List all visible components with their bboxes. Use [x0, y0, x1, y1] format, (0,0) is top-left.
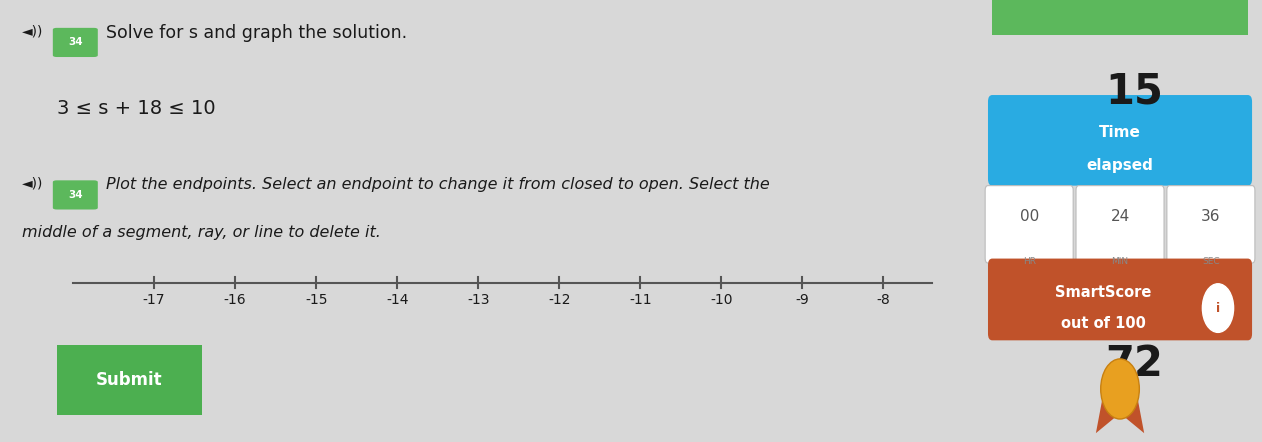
Text: out of 100: out of 100 — [1060, 316, 1146, 331]
Text: Submit: Submit — [96, 371, 163, 389]
Text: SEC: SEC — [1203, 257, 1219, 266]
FancyBboxPatch shape — [49, 341, 209, 419]
FancyBboxPatch shape — [1076, 186, 1164, 263]
Text: Solve for s and graph the solution.: Solve for s and graph the solution. — [106, 24, 406, 42]
FancyBboxPatch shape — [53, 28, 98, 57]
Text: -9: -9 — [795, 293, 809, 307]
FancyBboxPatch shape — [986, 186, 1073, 263]
Text: -16: -16 — [223, 293, 246, 307]
Text: i: i — [1215, 301, 1220, 315]
Text: -11: -11 — [628, 293, 651, 307]
Text: -12: -12 — [548, 293, 570, 307]
Text: 34: 34 — [68, 38, 82, 47]
Circle shape — [1100, 359, 1140, 419]
Text: 15: 15 — [1106, 71, 1164, 113]
Text: -10: -10 — [711, 293, 733, 307]
Text: 24: 24 — [1111, 209, 1129, 224]
Text: Plot the endpoints. Select an endpoint to change it from closed to open. Select : Plot the endpoints. Select an endpoint t… — [106, 177, 770, 192]
FancyBboxPatch shape — [988, 259, 1252, 340]
Text: 72: 72 — [1106, 343, 1164, 385]
Text: ◄)): ◄)) — [21, 177, 43, 191]
Text: Time: Time — [1099, 125, 1141, 140]
Polygon shape — [1095, 396, 1121, 433]
Polygon shape — [1121, 396, 1145, 433]
FancyBboxPatch shape — [1167, 186, 1254, 263]
Text: MIN: MIN — [1112, 257, 1128, 266]
Text: SmartScore: SmartScore — [1055, 285, 1151, 300]
FancyBboxPatch shape — [53, 180, 98, 210]
Circle shape — [1203, 284, 1234, 332]
Text: -15: -15 — [305, 293, 327, 307]
Text: -13: -13 — [467, 293, 490, 307]
FancyBboxPatch shape — [992, 0, 1248, 35]
Text: -14: -14 — [386, 293, 409, 307]
Text: -17: -17 — [143, 293, 165, 307]
Text: 3 ≤ s + 18 ≤ 10: 3 ≤ s + 18 ≤ 10 — [57, 99, 216, 118]
Text: -8: -8 — [877, 293, 890, 307]
Text: 36: 36 — [1201, 209, 1220, 224]
Text: ◄)): ◄)) — [21, 24, 43, 38]
Text: 34: 34 — [68, 190, 82, 200]
Text: elapsed: elapsed — [1087, 158, 1153, 173]
FancyBboxPatch shape — [988, 95, 1252, 186]
Text: 00: 00 — [1020, 209, 1039, 224]
Text: HR: HR — [1022, 257, 1036, 266]
Text: middle of a segment, ray, or line to delete it.: middle of a segment, ray, or line to del… — [21, 225, 380, 240]
